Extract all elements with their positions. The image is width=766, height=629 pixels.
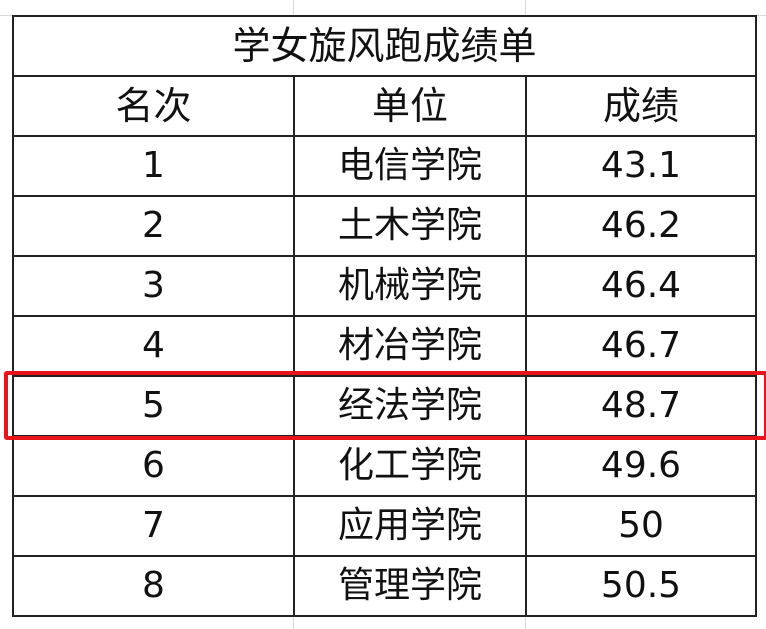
header-row: 名次 单位 成绩 [12, 75, 758, 137]
cell-score[interactable]: 46.7 [524, 315, 758, 377]
cell-unit[interactable]: 经法学院 [293, 375, 527, 437]
table-row: 7 应用学院 50 [12, 495, 758, 557]
table-title[interactable]: 学女旋风跑成绩单 [11, 15, 758, 77]
cell-unit[interactable]: 化工学院 [293, 435, 527, 497]
cell-score[interactable]: 46.2 [524, 195, 758, 257]
header-unit[interactable]: 单位 [293, 75, 527, 137]
cell-rank[interactable]: 2 [12, 195, 295, 257]
title-row: 学女旋风跑成绩单 [11, 15, 758, 77]
cell-unit[interactable]: 土木学院 [293, 195, 527, 257]
table-row: 8 管理学院 50.5 [12, 555, 758, 617]
score-table: 学女旋风跑成绩单 名次 单位 成绩 1 电信学院 43.1 2 土木学院 46.2 3 机械学… [11, 15, 758, 617]
cell-rank[interactable]: 6 [12, 435, 295, 497]
table-row: 4 材冶学院 46.7 [12, 315, 758, 377]
cell-rank[interactable]: 1 [12, 135, 295, 197]
cell-rank[interactable]: 3 [12, 255, 295, 317]
cell-unit[interactable]: 材冶学院 [293, 315, 527, 377]
cell-score[interactable]: 46.4 [524, 255, 758, 317]
cell-score[interactable]: 49.6 [524, 435, 758, 497]
cell-score[interactable]: 50.5 [524, 555, 758, 617]
table-row: 3 机械学院 46.4 [12, 255, 758, 317]
cell-rank[interactable]: 4 [12, 315, 295, 377]
cell-score[interactable]: 50 [524, 495, 758, 557]
cell-rank[interactable]: 7 [12, 495, 295, 557]
cell-rank[interactable]: 8 [12, 555, 295, 617]
table-row: 5 经法学院 48.7 [12, 375, 758, 437]
table-row: 2 土木学院 46.2 [12, 195, 758, 257]
header-rank[interactable]: 名次 [12, 75, 295, 137]
cell-rank[interactable]: 5 [12, 375, 295, 437]
cell-score[interactable]: 48.7 [524, 375, 758, 437]
header-score[interactable]: 成绩 [524, 75, 758, 137]
cell-score[interactable]: 43.1 [524, 135, 758, 197]
cell-unit[interactable]: 机械学院 [293, 255, 527, 317]
cell-unit[interactable]: 应用学院 [293, 495, 527, 557]
table-row: 6 化工学院 49.6 [12, 435, 758, 497]
cell-unit[interactable]: 电信学院 [293, 135, 527, 197]
cell-unit[interactable]: 管理学院 [293, 555, 527, 617]
table-row: 1 电信学院 43.1 [12, 135, 758, 197]
